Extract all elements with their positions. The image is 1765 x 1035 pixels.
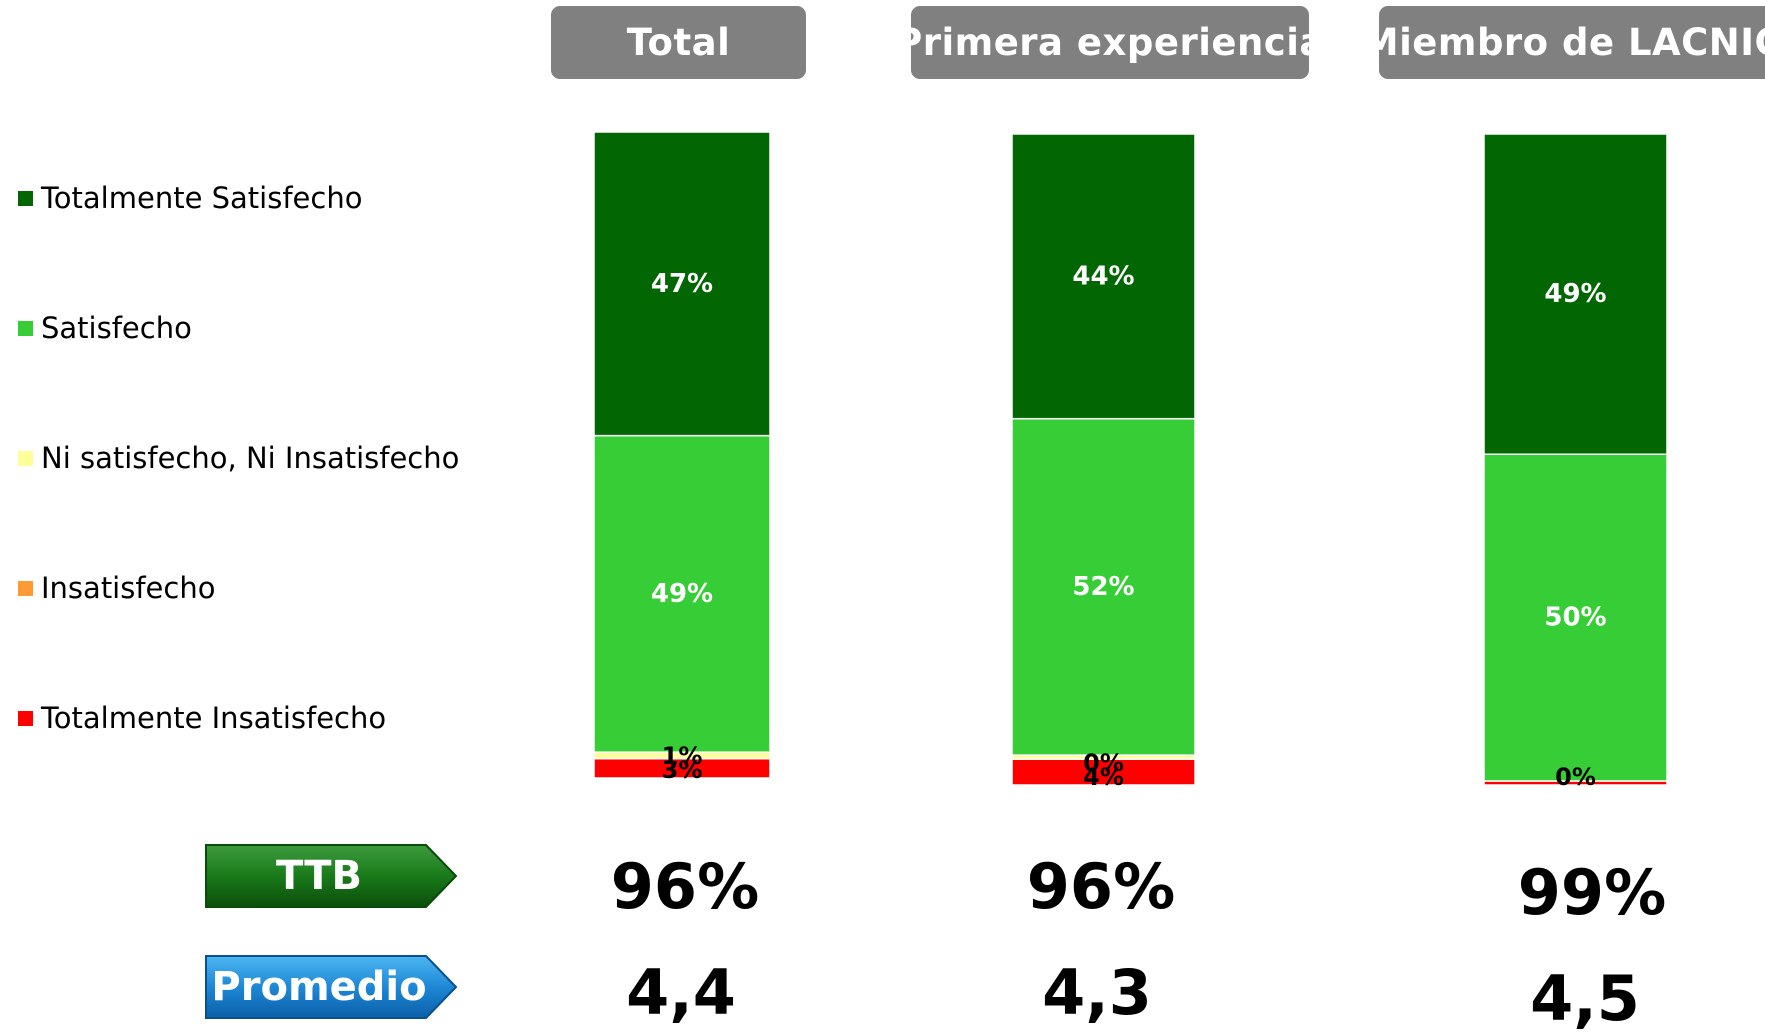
bar-data-label-primera-experiencia: 52% bbox=[1072, 572, 1134, 602]
legend-item-totalmente-insatisfecho: Totalmente Insatisfecho bbox=[18, 698, 386, 738]
ttb-badge: TTB bbox=[204, 843, 458, 909]
ttb-value-total: 96% bbox=[610, 850, 760, 923]
legend-item-ni-satisfecho: Ni satisfecho, Ni Insatisfecho bbox=[18, 438, 459, 478]
bar-data-label-primera-experiencia: 0% bbox=[1083, 749, 1124, 777]
legend-item-insatisfecho: Insatisfecho bbox=[18, 568, 215, 608]
bar-segment-totalmente-satisfecho-primera-experiencia bbox=[1011, 133, 1196, 420]
bar-segment-satisfecho-total bbox=[593, 434, 771, 753]
bar-segment-totalmente-satisfecho-miembro-de-lacnic bbox=[1483, 133, 1668, 455]
header-total: Total bbox=[551, 6, 806, 79]
stacked-bar-chart: 3%1%49%47%4%0%52%44%0%50%49% bbox=[593, 131, 1668, 791]
bar-segment-totalmente-satisfecho-total bbox=[593, 131, 771, 437]
legend-label: Totalmente Insatisfecho bbox=[41, 701, 387, 735]
legend-label: Satisfecho bbox=[41, 311, 192, 345]
bar-segment-satisfecho-primera-experiencia bbox=[1011, 417, 1196, 756]
legend-label: Totalmente Satisfecho bbox=[41, 181, 363, 215]
bar-data-label-primera-experiencia: 44% bbox=[1072, 261, 1134, 291]
legend-item-totalmente-satisfecho: Totalmente Satisfecho bbox=[18, 178, 362, 218]
bar-data-label-primera-experiencia: 4% bbox=[1083, 763, 1124, 791]
legend-item-satisfecho: Satisfecho bbox=[18, 308, 192, 348]
ttb-label: TTB bbox=[276, 853, 362, 899]
legend-swatch-totalmente-insatisfecho bbox=[18, 710, 33, 726]
bar-data-label-miembro-de-lacnic: 49% bbox=[1544, 279, 1606, 309]
promedio-arrow-shape bbox=[205, 955, 458, 1019]
header-miembro-lacnic: Miembro de LACNIC bbox=[1362, 6, 1765, 79]
bar-data-label-miembro-de-lacnic: 50% bbox=[1544, 603, 1606, 633]
promedio-badge: Promedio bbox=[204, 954, 458, 1020]
ttb-value-primera-experiencia: 96% bbox=[1026, 850, 1176, 923]
bar-data-label-total: 1% bbox=[662, 742, 703, 770]
legend-swatch-totalmente-satisfecho bbox=[18, 190, 33, 206]
bar-data-label-total: 49% bbox=[651, 579, 713, 609]
legend-label: Ni satisfecho, Ni Insatisfecho bbox=[41, 441, 460, 475]
header-primera-experiencia: Primera experiencia bbox=[895, 6, 1324, 79]
promedio-label: Promedio bbox=[211, 964, 427, 1010]
legend-label: Insatisfecho bbox=[41, 571, 216, 605]
bar-segment-satisfecho-miembro-de-lacnic bbox=[1483, 453, 1668, 782]
promedio-value-primera-experiencia: 4,3 bbox=[1042, 956, 1152, 1029]
bar-segment-totalmente-insatisfecho-primera-experiencia bbox=[1011, 758, 1196, 786]
legend-swatch-insatisfecho bbox=[18, 580, 33, 596]
ttb-value-miembro-lacnic: 99% bbox=[1517, 856, 1667, 929]
legend-swatch-satisfecho bbox=[18, 320, 33, 336]
promedio-value-total: 4,4 bbox=[626, 956, 736, 1029]
legend-swatch-ni-satisfecho bbox=[18, 450, 33, 466]
ttb-arrow-shape bbox=[205, 844, 458, 908]
bar-data-label-miembro-de-lacnic: 0% bbox=[1555, 763, 1596, 791]
bar-data-label-total: 47% bbox=[651, 269, 713, 299]
promedio-value-miembro-lacnic: 4,5 bbox=[1530, 962, 1640, 1035]
bar-data-label-total: 3% bbox=[662, 756, 703, 784]
